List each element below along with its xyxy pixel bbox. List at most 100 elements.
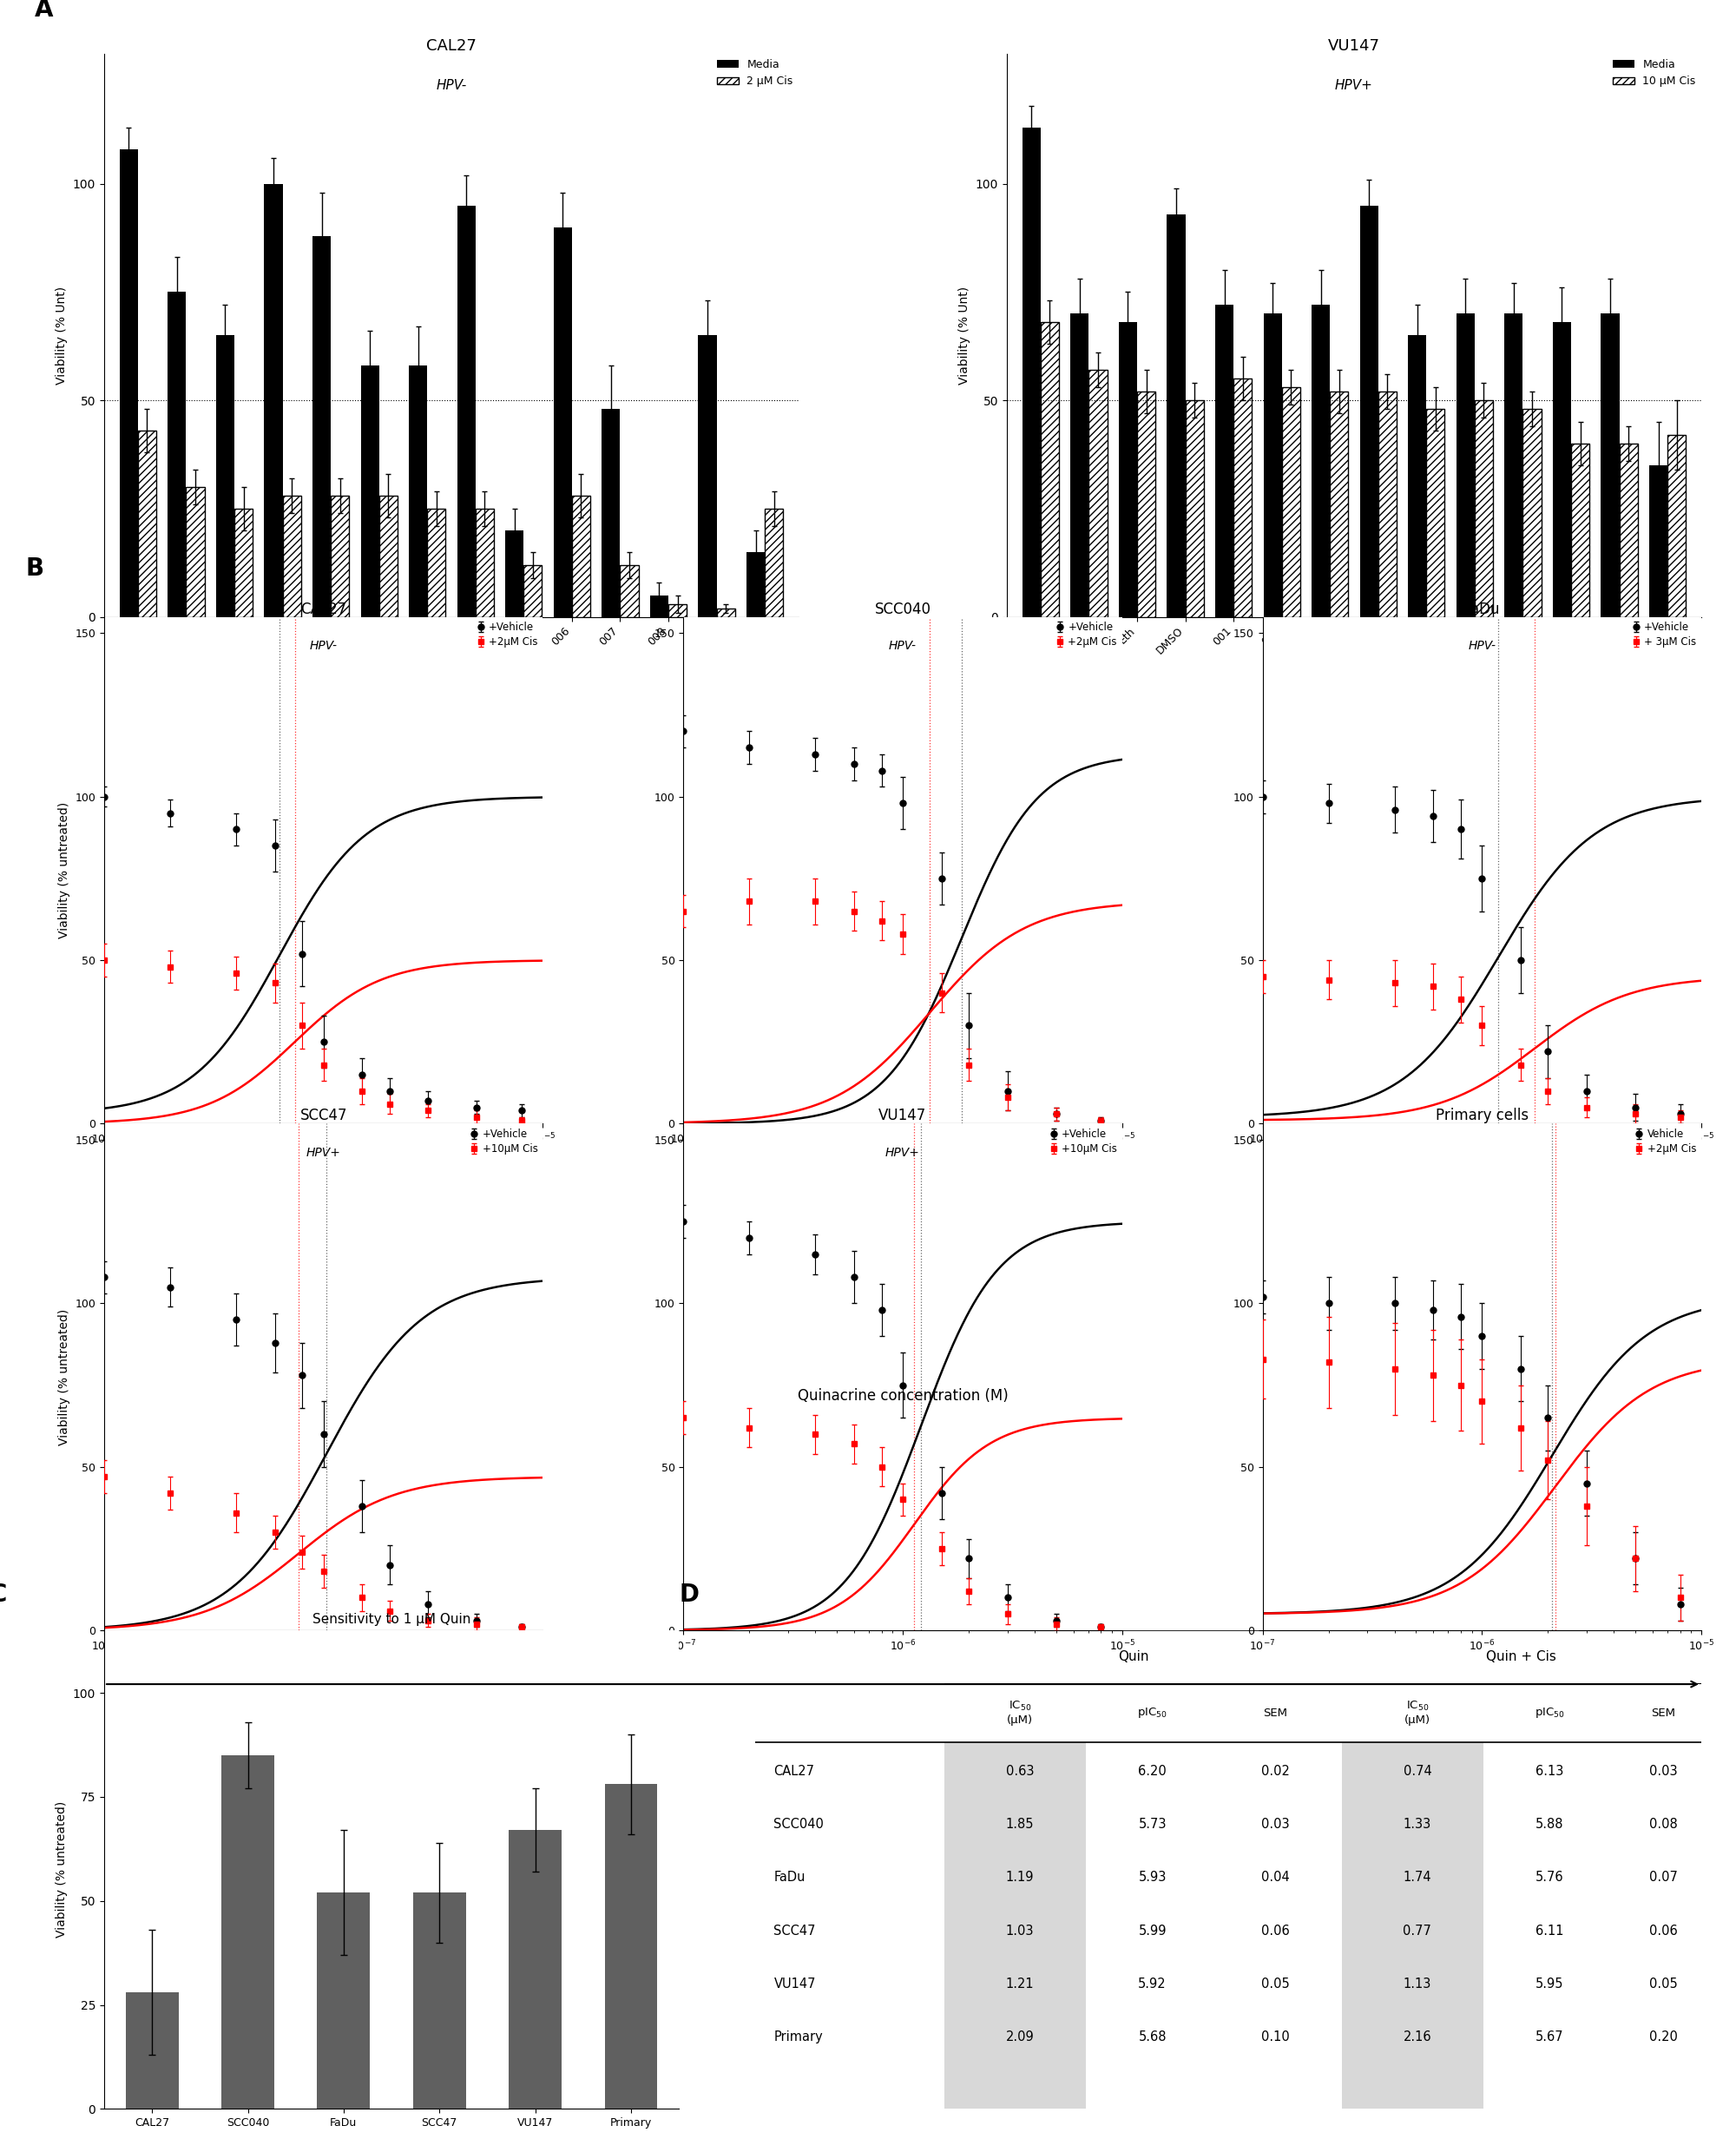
Bar bbox=[361, 366, 378, 618]
Text: HPV-: HPV- bbox=[1469, 639, 1496, 652]
Bar bbox=[318, 1892, 370, 2109]
Bar bbox=[1649, 465, 1668, 618]
Bar bbox=[1620, 443, 1637, 618]
Bar bbox=[1330, 392, 1349, 618]
Bar bbox=[168, 293, 186, 618]
Bar bbox=[1552, 323, 1571, 618]
Text: 5.76: 5.76 bbox=[1536, 1870, 1564, 1885]
Title: SCC040: SCC040 bbox=[875, 600, 930, 618]
Bar bbox=[332, 495, 349, 618]
Bar bbox=[1312, 306, 1330, 618]
Legend: +Vehicle, +2μM Cis: +Vehicle, +2μM Cis bbox=[1054, 622, 1116, 648]
Legend: Vehicle, +2μM Cis: Vehicle, +2μM Cis bbox=[1634, 1130, 1696, 1153]
Bar bbox=[1359, 204, 1378, 618]
Legend: Media, 2 μM Cis: Media, 2 μM Cis bbox=[717, 60, 793, 88]
Bar bbox=[1408, 336, 1427, 618]
Title: CAL27: CAL27 bbox=[427, 39, 476, 54]
Bar bbox=[1427, 409, 1444, 618]
Legend: +Vehicle, +2μM Cis: +Vehicle, +2μM Cis bbox=[476, 622, 538, 648]
Text: 0.05: 0.05 bbox=[1260, 1978, 1290, 1991]
Text: IC$_{50}$
(μM): IC$_{50}$ (μM) bbox=[1404, 1700, 1430, 1726]
Text: D: D bbox=[679, 1582, 700, 1608]
Text: Quin + Cis: Quin + Cis bbox=[1486, 1651, 1557, 1663]
Bar bbox=[378, 495, 398, 618]
Bar bbox=[1342, 1741, 1484, 2109]
Bar bbox=[1264, 314, 1281, 618]
Bar bbox=[234, 508, 253, 618]
Bar bbox=[1088, 370, 1108, 618]
Legend: +Vehicle, + 3μM Cis: +Vehicle, + 3μM Cis bbox=[1630, 622, 1696, 648]
Text: 0.03: 0.03 bbox=[1262, 1818, 1290, 1831]
Text: 0.07: 0.07 bbox=[1649, 1870, 1677, 1885]
Bar bbox=[312, 237, 332, 618]
Text: 5.88: 5.88 bbox=[1536, 1818, 1564, 1831]
Bar bbox=[186, 486, 205, 618]
Legend: +Vehicle, +10μM Cis: +Vehicle, +10μM Cis bbox=[469, 1130, 538, 1153]
Text: 0.05: 0.05 bbox=[1649, 1978, 1677, 1991]
Bar bbox=[1571, 443, 1590, 618]
Text: pIC$_{50}$: pIC$_{50}$ bbox=[1535, 1707, 1564, 1719]
Bar bbox=[698, 336, 717, 618]
Text: 0.02: 0.02 bbox=[1260, 1765, 1290, 1778]
Bar bbox=[602, 409, 620, 618]
Text: 0.63: 0.63 bbox=[1005, 1765, 1035, 1778]
Bar bbox=[649, 596, 668, 618]
Bar bbox=[283, 495, 300, 618]
Bar bbox=[1474, 400, 1493, 618]
Bar bbox=[571, 495, 590, 618]
Text: 6.13: 6.13 bbox=[1536, 1765, 1564, 1778]
Bar bbox=[1281, 387, 1300, 618]
Bar bbox=[604, 1784, 658, 2109]
Bar bbox=[1215, 306, 1234, 618]
Y-axis label: Viability (% Unt): Viability (% Unt) bbox=[958, 286, 970, 385]
Text: FaDu: FaDu bbox=[774, 1870, 806, 1885]
Text: Quinacrine concentration (M): Quinacrine concentration (M) bbox=[797, 1388, 1009, 1403]
Text: HPV+: HPV+ bbox=[1335, 80, 1373, 93]
Text: 1.13: 1.13 bbox=[1403, 1978, 1432, 1991]
Text: 0.77: 0.77 bbox=[1403, 1924, 1432, 1937]
Bar bbox=[1522, 409, 1542, 618]
Text: 5.95: 5.95 bbox=[1536, 1978, 1564, 1991]
Bar bbox=[410, 366, 427, 618]
Bar bbox=[1505, 314, 1522, 618]
Text: 0.04: 0.04 bbox=[1260, 1870, 1290, 1885]
Bar bbox=[1071, 314, 1088, 618]
Text: 1.21: 1.21 bbox=[1005, 1978, 1035, 1991]
Text: VU147: VU147 bbox=[774, 1978, 816, 1991]
Bar bbox=[668, 605, 687, 618]
Bar bbox=[766, 508, 783, 618]
Text: pIC$_{50}$: pIC$_{50}$ bbox=[1137, 1707, 1168, 1719]
Text: 5.68: 5.68 bbox=[1139, 2031, 1167, 2044]
Text: HPV-: HPV- bbox=[436, 80, 467, 93]
Text: 0.20: 0.20 bbox=[1649, 2031, 1677, 2044]
Text: SEM: SEM bbox=[1264, 1707, 1288, 1719]
Text: 0.74: 0.74 bbox=[1403, 1765, 1432, 1778]
Bar bbox=[509, 1829, 561, 2109]
Text: B: B bbox=[26, 555, 43, 581]
Bar bbox=[125, 1993, 179, 2109]
Bar bbox=[554, 228, 571, 618]
Bar bbox=[944, 1741, 1087, 2109]
Bar bbox=[1668, 435, 1686, 618]
Title: Primary cells: Primary cells bbox=[1436, 1108, 1528, 1123]
Bar bbox=[137, 430, 156, 618]
Text: Quin: Quin bbox=[1118, 1651, 1149, 1663]
Title: SCC47: SCC47 bbox=[300, 1108, 347, 1123]
Y-axis label: Viability (% Unt): Viability (% Unt) bbox=[56, 286, 68, 385]
Text: HPV-: HPV- bbox=[309, 639, 337, 652]
Title: FaDu: FaDu bbox=[1463, 600, 1500, 618]
Bar bbox=[476, 508, 493, 618]
Text: CAL27: CAL27 bbox=[774, 1765, 814, 1778]
Text: Primary: Primary bbox=[774, 2031, 823, 2044]
Title: Sensitivity to 1 μM Quin: Sensitivity to 1 μM Quin bbox=[312, 1612, 470, 1625]
Y-axis label: Viability (% untreated): Viability (% untreated) bbox=[57, 803, 69, 938]
Text: IC$_{50}$
(μM): IC$_{50}$ (μM) bbox=[1007, 1700, 1033, 1726]
Text: 0.03: 0.03 bbox=[1649, 1765, 1677, 1778]
Text: 1.19: 1.19 bbox=[1005, 1870, 1035, 1885]
Bar bbox=[457, 204, 476, 618]
Title: VU147: VU147 bbox=[878, 1108, 927, 1123]
Text: 5.73: 5.73 bbox=[1139, 1818, 1167, 1831]
Bar bbox=[620, 564, 639, 618]
Bar bbox=[717, 609, 734, 618]
Text: 1.85: 1.85 bbox=[1005, 1818, 1035, 1831]
